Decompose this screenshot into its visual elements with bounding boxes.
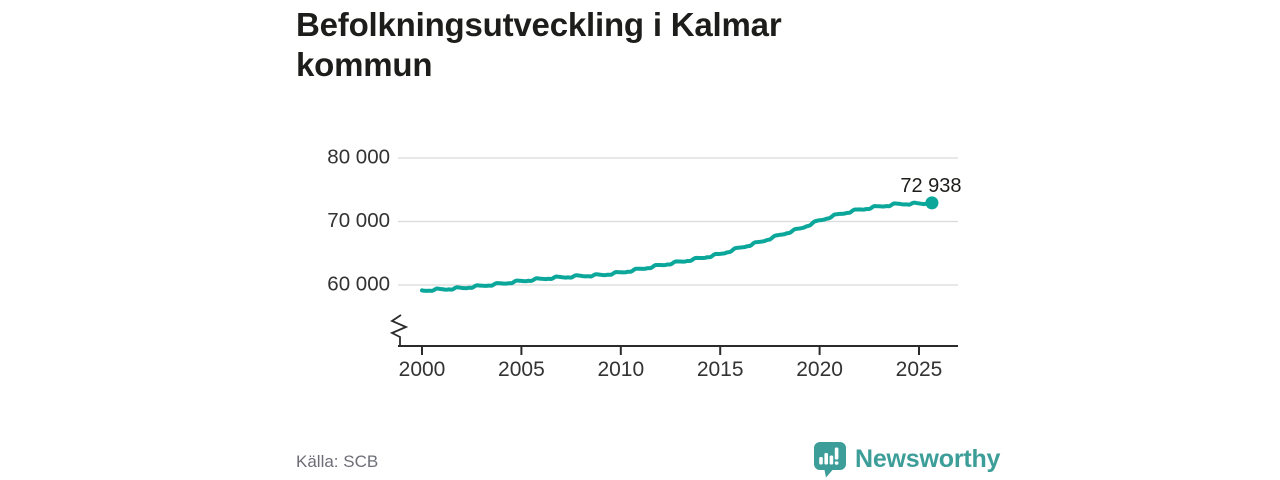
newsworthy-logo-icon [814, 441, 846, 477]
end-value-label: 72 938 [900, 175, 961, 197]
newsworthy-logo-text: Newsworthy [855, 444, 1001, 473]
svg-text:2000: 2000 [399, 358, 446, 381]
chart-title: Befolkningsutveckling i Kalmar kommun [296, 6, 782, 83]
svg-text:70 000: 70 000 [327, 209, 390, 232]
source-label: Källa: SCB [296, 452, 379, 471]
svg-text:2020: 2020 [796, 358, 843, 381]
svg-text:2015: 2015 [697, 358, 744, 381]
svg-text:2010: 2010 [597, 358, 644, 381]
svg-text:80 000: 80 000 [327, 145, 390, 168]
svg-text:2005: 2005 [498, 358, 545, 381]
newsworthy-logo: Newsworthy [812, 440, 1000, 478]
population-line-chart: 60 000 70 000 80 000 2000 2005 2010 2015 2020 20… [327, 145, 961, 381]
svg-text:2025: 2025 [896, 358, 943, 381]
svg-text:60 000: 60 000 [327, 272, 390, 295]
